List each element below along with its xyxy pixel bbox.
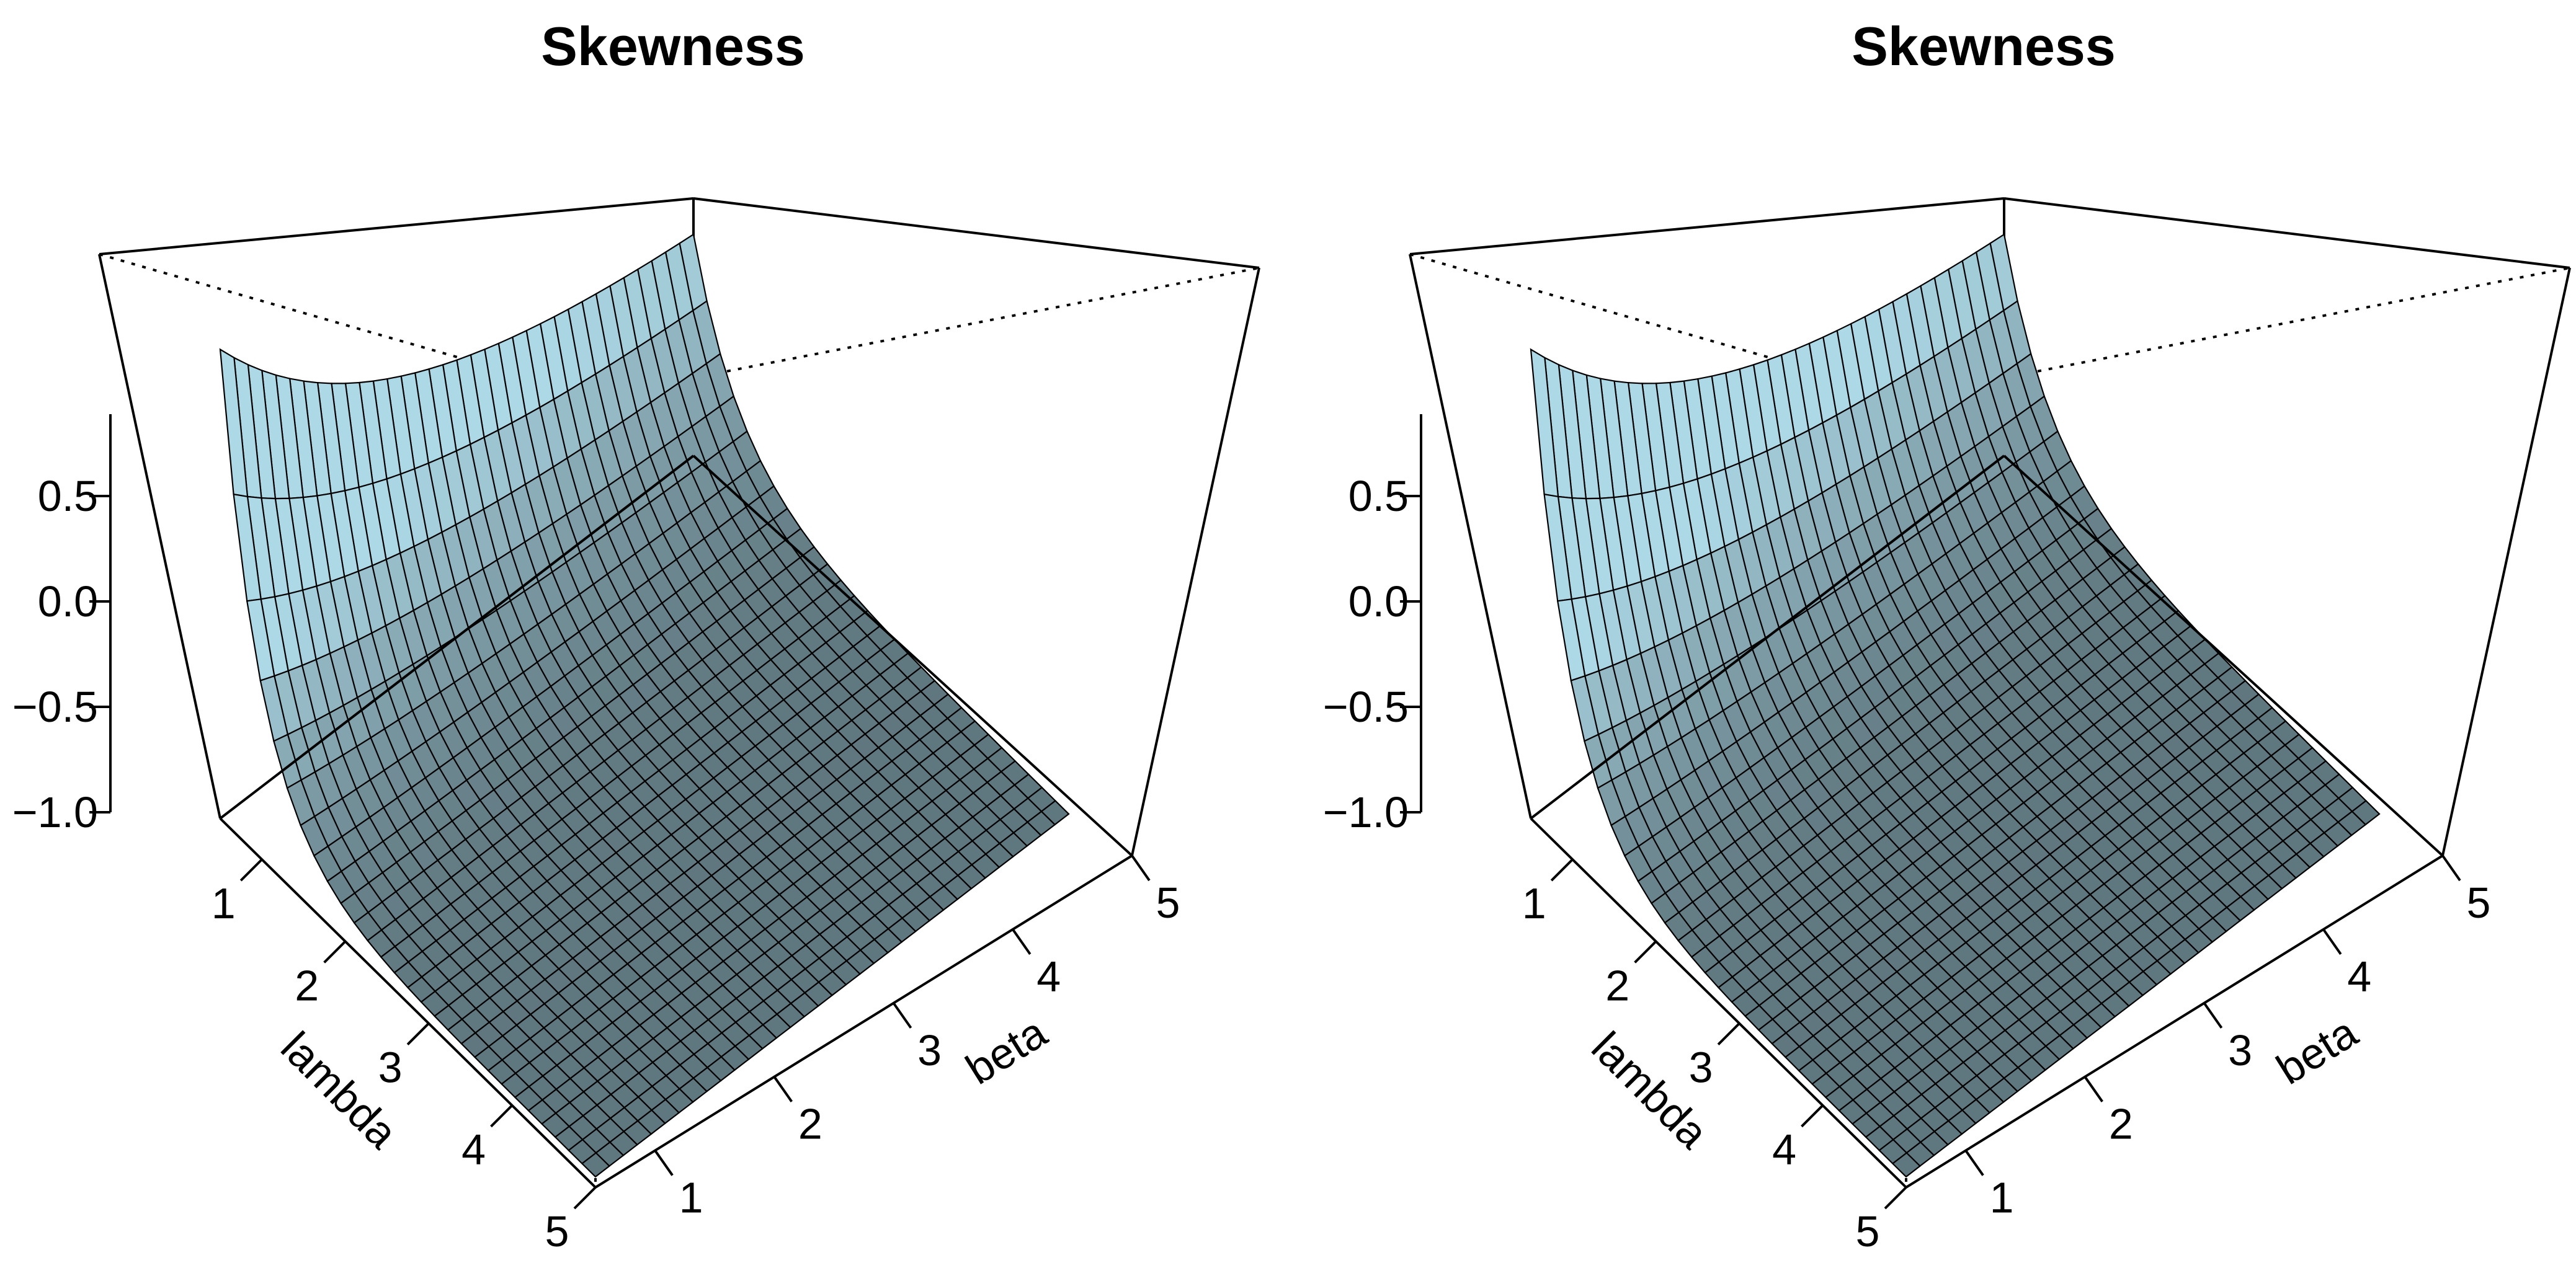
lambda-axis: 1 2 3 4 5 xyxy=(1522,858,1907,1256)
z-tick-label: −1.0 xyxy=(1323,788,1409,836)
lambda-tick-label: 2 xyxy=(1605,961,1629,1009)
beta-tick-mark xyxy=(1131,854,1151,882)
lambda-tick-mark xyxy=(1634,940,1657,964)
lambda-tick-label: 4 xyxy=(1772,1125,1796,1174)
lambda-tick-mark xyxy=(1801,1104,1824,1128)
beta-tick-label: 5 xyxy=(1156,879,1180,927)
surface-facet xyxy=(581,1151,611,1178)
beta-tick-mark xyxy=(1012,928,1032,955)
chart-title: Skewness xyxy=(1852,16,2116,77)
z-tick-label: 0.0 xyxy=(1348,577,1409,626)
beta-tick-mark xyxy=(2441,854,2461,882)
lambda-tick-mark xyxy=(490,1104,513,1128)
lambda-tick-mark xyxy=(1884,1186,1907,1210)
beta-axis: 1 2 3 4 5 xyxy=(1964,854,2491,1222)
chart-title: Skewness xyxy=(541,16,805,77)
lambda-tick-label: 4 xyxy=(461,1125,486,1174)
surface-mesh xyxy=(1530,233,2381,1178)
beta-tick-label: 2 xyxy=(2109,1100,2133,1148)
beta-tick-mark xyxy=(654,1150,674,1176)
axis-lines xyxy=(1420,414,2444,1189)
z-tick-label: 0.5 xyxy=(1348,472,1409,520)
beta-axis-title: beta xyxy=(958,1008,1055,1093)
beta-tick-mark xyxy=(2084,1076,2103,1102)
beta-tick-label: 5 xyxy=(2467,879,2491,927)
beta-tick-label: 4 xyxy=(1036,952,1061,1001)
beta-tick-label: 3 xyxy=(917,1026,942,1075)
lambda-tick-mark xyxy=(1717,1022,1740,1045)
beta-tick-label: 3 xyxy=(2228,1026,2252,1075)
beta-tick-label: 4 xyxy=(2347,952,2371,1001)
z-tick-label: −0.5 xyxy=(12,683,98,731)
beta-tick-mark xyxy=(2322,928,2342,955)
beta-axis-title: beta xyxy=(2268,1008,2366,1093)
beta-tick-mark xyxy=(1964,1150,1984,1176)
beta-tick-label: 1 xyxy=(1990,1174,2014,1222)
lambda-tick-mark xyxy=(239,858,263,882)
z-tick-label: 0.0 xyxy=(38,577,98,626)
z-axis: −1.0 −0.5 0.0 0.5 xyxy=(1323,472,1421,836)
beta-axis: 1 2 3 4 5 xyxy=(654,854,1180,1222)
beta-tick-mark xyxy=(2203,1002,2223,1029)
surface-facet xyxy=(1891,1151,1922,1178)
axis-lines xyxy=(109,414,1133,1189)
lambda-tick-label: 5 xyxy=(1856,1207,1880,1256)
lambda-axis: 1 2 3 4 5 xyxy=(212,858,597,1256)
lambda-tick-label: 5 xyxy=(545,1207,569,1256)
z-axis: −1.0 −0.5 0.0 0.5 xyxy=(12,472,110,836)
z-tick-label: −0.5 xyxy=(1323,683,1409,731)
lambda-tick-label: 3 xyxy=(378,1044,403,1092)
lambda-tick-mark xyxy=(1550,858,1574,882)
z-tick-label: 0.5 xyxy=(38,472,98,520)
lambda-tick-label: 3 xyxy=(1689,1044,1713,1092)
beta-tick-label: 1 xyxy=(679,1174,703,1222)
beta-tick-mark xyxy=(773,1076,793,1102)
box-front-edges xyxy=(98,254,1260,857)
surface-mesh xyxy=(219,233,1070,1178)
z-tick-label: −1.0 xyxy=(12,788,98,836)
beta-tick-mark xyxy=(892,1002,912,1029)
lambda-tick-label: 2 xyxy=(295,961,319,1009)
lambda-tick-label: 1 xyxy=(1522,879,1546,928)
lambda-tick-mark xyxy=(323,940,347,964)
lambda-tick-mark xyxy=(406,1022,430,1045)
box-front-edges xyxy=(1409,254,2571,857)
lambda-tick-label: 1 xyxy=(212,879,236,928)
beta-tick-label: 2 xyxy=(798,1100,822,1148)
lambda-tick-mark xyxy=(573,1186,597,1210)
